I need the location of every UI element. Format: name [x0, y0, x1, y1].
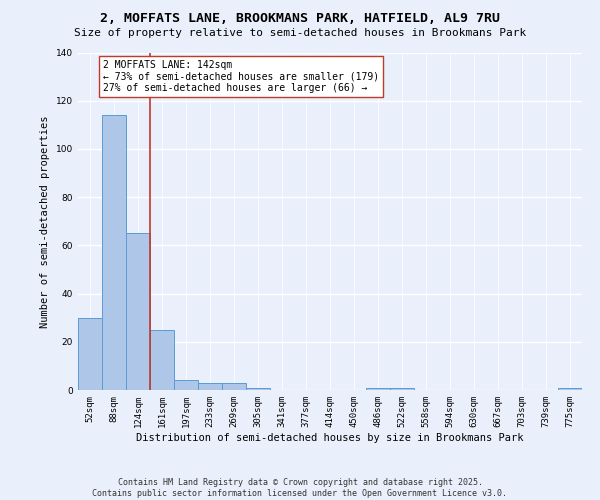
Bar [198, 383, 222, 390]
Bar [150, 330, 174, 390]
Bar [390, 388, 414, 390]
Bar [174, 380, 198, 390]
Text: 2 MOFFATS LANE: 142sqm
← 73% of semi-detached houses are smaller (179)
27% of se: 2 MOFFATS LANE: 142sqm ← 73% of semi-det… [103, 60, 379, 93]
Bar [246, 388, 270, 390]
Bar [558, 388, 582, 390]
Bar [126, 234, 150, 390]
Bar [78, 318, 102, 390]
Bar [366, 388, 390, 390]
Bar [102, 115, 126, 390]
X-axis label: Distribution of semi-detached houses by size in Brookmans Park: Distribution of semi-detached houses by … [136, 432, 524, 442]
Text: 2, MOFFATS LANE, BROOKMANS PARK, HATFIELD, AL9 7RU: 2, MOFFATS LANE, BROOKMANS PARK, HATFIEL… [100, 12, 500, 26]
Text: Contains HM Land Registry data © Crown copyright and database right 2025.
Contai: Contains HM Land Registry data © Crown c… [92, 478, 508, 498]
Text: Size of property relative to semi-detached houses in Brookmans Park: Size of property relative to semi-detach… [74, 28, 526, 38]
Y-axis label: Number of semi-detached properties: Number of semi-detached properties [40, 115, 50, 328]
Bar [222, 383, 246, 390]
